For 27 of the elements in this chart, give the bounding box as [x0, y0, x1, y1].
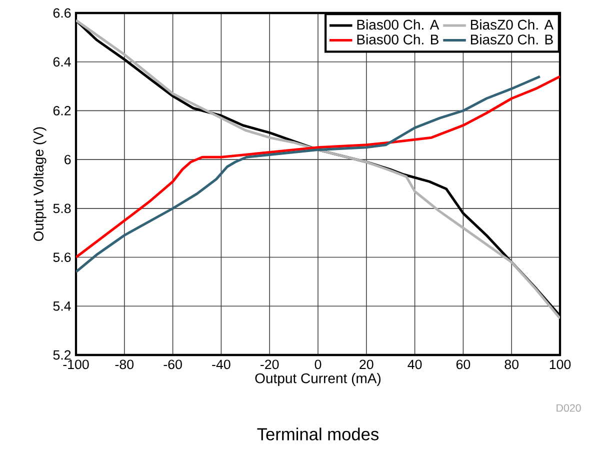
x-tick-label: 100	[550, 360, 571, 370]
x-tick-label: -40	[212, 360, 230, 370]
y-axis-title: Output Voltage (V)	[33, 127, 46, 241]
legend-label: BiasZ0 Ch. B	[470, 34, 553, 44]
y-tick-label: 6.2	[53, 106, 71, 116]
y-tick-label: 5.8	[53, 204, 71, 214]
x-tick-label: -20	[260, 360, 279, 370]
x-tick-label: 80	[504, 360, 519, 370]
x-tick-label: -80	[115, 360, 134, 370]
legend-label: Bias00 Ch. A	[357, 19, 440, 30]
text: Terminal modes	[257, 428, 379, 440]
y-tick-label: 6.4	[53, 57, 71, 67]
x-tick-label: 60	[456, 360, 470, 370]
x-tick-label: -60	[164, 360, 182, 370]
text: D020	[556, 404, 581, 412]
x-tick-label: 20	[360, 360, 374, 370]
y-tick-label: 5.6	[53, 252, 71, 262]
y-tick-label: 5.2	[53, 350, 71, 360]
legend-label: BiasZ0 Ch. A	[470, 19, 554, 30]
y-tick-label: 6	[64, 154, 71, 164]
x-tick-label: 0	[314, 360, 322, 370]
y-tick-label: 6.6	[53, 8, 71, 18]
legend-label: Bias00 Ch. B	[357, 34, 438, 44]
y-tick-label: 5.4	[53, 301, 71, 311]
x-axis-title: Output Current (mA)	[255, 372, 381, 386]
x-tick-label: 40	[408, 360, 422, 370]
x-tick-label: -100	[63, 360, 89, 370]
